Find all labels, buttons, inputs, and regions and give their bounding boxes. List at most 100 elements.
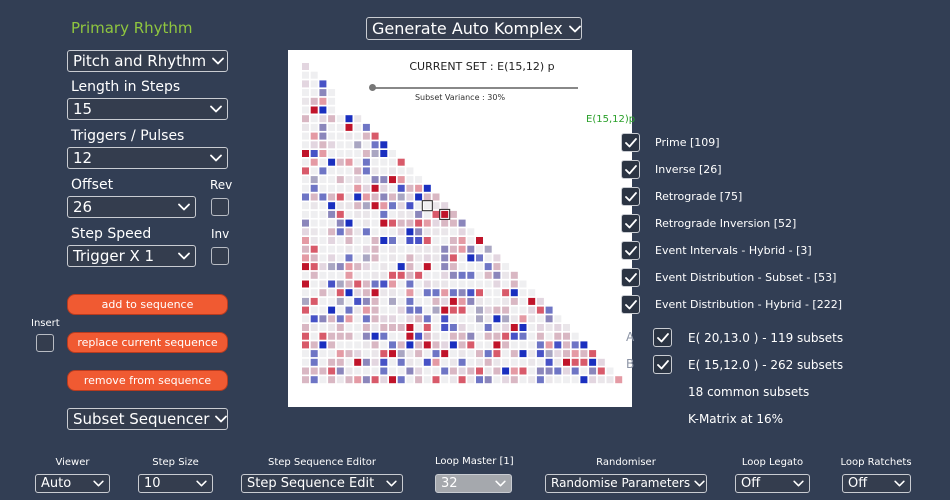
matrix-cell[interactable] [371,202,379,210]
matrix-cell[interactable] [441,210,449,218]
matrix-cell[interactable] [319,106,327,114]
matrix-cell[interactable] [319,297,327,305]
matrix-cell[interactable] [354,150,362,157]
matrix-cell[interactable] [336,115,344,123]
matrix-cell[interactable] [458,332,466,340]
matrix-cell[interactable] [432,297,440,305]
matrix-cell[interactable] [302,245,309,253]
matrix-cell[interactable] [319,245,327,253]
matrix-cell[interactable] [310,106,318,114]
matrix-cell[interactable] [389,254,396,262]
matrix-cell[interactable] [397,219,405,227]
matrix-cell[interactable] [310,210,318,218]
matrix-cell[interactable] [302,202,309,210]
matrix-cell[interactable] [432,341,440,349]
matrix-cell[interactable] [380,202,388,210]
matrix-cell[interactable] [449,263,457,271]
matrix-cell[interactable] [441,263,449,271]
matrix-cell[interactable] [423,245,431,253]
matrix-cell[interactable] [589,376,597,384]
matrix-cell[interactable] [362,219,370,227]
matrix-cell[interactable] [336,176,344,184]
matrix-cell[interactable] [345,237,353,244]
subset-checkbox[interactable] [621,241,640,260]
matrix-cell[interactable] [458,297,466,305]
matrix-cell[interactable] [423,210,431,218]
matrix-cell[interactable] [310,176,318,184]
matrix-cell[interactable] [510,367,518,375]
set-a-checkbox[interactable] [653,328,672,347]
variance-slider[interactable] [369,84,578,91]
matrix-cell[interactable] [345,376,353,384]
matrix-cell[interactable] [336,237,344,244]
subset-checkbox[interactable] [621,187,640,206]
matrix-cell[interactable] [336,245,344,253]
matrix-cell[interactable] [484,297,492,305]
subset-checkbox[interactable] [621,160,640,179]
matrix-cell[interactable] [310,280,318,288]
matrix-cell[interactable] [302,193,309,201]
insert-checkbox[interactable] [36,334,54,352]
matrix-cell[interactable] [362,184,370,192]
matrix-cell[interactable] [502,367,510,375]
matrix-cell[interactable] [389,150,396,157]
matrix-cell[interactable] [571,376,579,384]
matrix-cell[interactable] [354,158,362,166]
matrix-cell[interactable] [310,202,318,210]
matrix-cell[interactable] [319,150,327,157]
matrix-cell[interactable] [519,332,527,340]
matrix-cell[interactable] [336,280,344,288]
matrix-cell[interactable] [328,341,336,349]
matrix-cell[interactable] [362,297,370,305]
matrix-cell[interactable] [406,193,414,201]
matrix-cell[interactable] [415,254,423,262]
matrix-cell[interactable] [493,315,501,323]
matrix-cell[interactable] [389,245,396,253]
matrix-cell[interactable] [345,184,353,192]
matrix-cell[interactable] [362,132,370,140]
matrix-cell[interactable] [406,176,414,184]
matrix-cell[interactable] [371,141,379,149]
matrix-cell[interactable] [580,358,588,366]
matrix-cell[interactable] [449,297,457,305]
matrix-cell[interactable] [493,297,501,305]
matrix-cell[interactable] [380,184,388,192]
matrix-cell[interactable] [502,306,510,314]
matrix-cell[interactable] [406,297,414,305]
matrix-cell[interactable] [423,358,431,366]
matrix-cell[interactable] [545,350,553,358]
matrix-cell[interactable] [345,289,353,297]
matrix-cell[interactable] [449,306,457,314]
matrix-cell[interactable] [328,271,336,279]
matrix-cell[interactable] [458,280,466,288]
matrix-cell[interactable] [354,324,362,331]
matrix-cell[interactable] [310,297,318,305]
matrix-cell[interactable] [493,324,501,331]
matrix-cell[interactable] [441,228,449,236]
matrix-cell[interactable] [484,376,492,384]
matrix-cell[interactable] [362,358,370,366]
matrix-cell[interactable] [302,158,309,166]
matrix-cell[interactable] [310,132,318,140]
matrix-cell[interactable] [328,237,336,244]
matrix-cell[interactable] [302,297,309,305]
matrix-cell[interactable] [536,332,544,340]
matrix-cell[interactable] [406,324,414,331]
matrix-cell[interactable] [493,350,501,358]
matrix-cell[interactable] [336,210,344,218]
matrix-cell[interactable] [328,324,336,331]
matrix-cell[interactable] [458,228,466,236]
matrix-cell[interactable] [449,315,457,323]
matrix-cell[interactable] [319,350,327,358]
matrix-cell[interactable] [328,123,336,131]
matrix-cell[interactable] [467,358,475,366]
matrix-cell[interactable] [536,367,544,375]
matrix-cell[interactable] [371,158,379,166]
matrix-cell[interactable] [310,341,318,349]
set-b-checkbox[interactable] [653,355,672,374]
matrix-cell[interactable] [476,358,483,366]
matrix-cell[interactable] [519,341,527,349]
matrix-cell[interactable] [310,315,318,323]
matrix-cell[interactable] [441,350,449,358]
matrix-cell[interactable] [302,71,309,79]
